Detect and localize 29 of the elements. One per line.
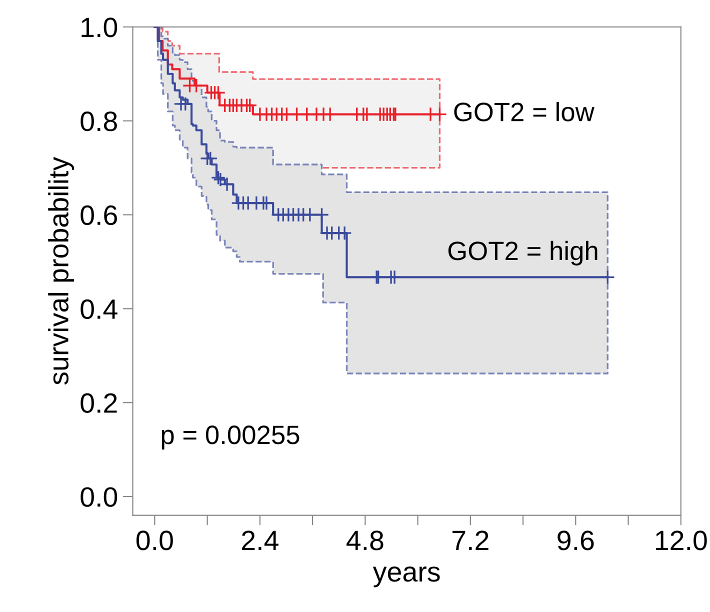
point (242, 98, 258, 113)
point (432, 106, 448, 122)
series-label: GOT2 = high (448, 240, 598, 266)
x-tick-label: 7.2 (452, 530, 488, 550)
point (202, 150, 218, 166)
point (210, 85, 226, 100)
point (302, 207, 318, 222)
y-tick-label: 0.4 (80, 299, 118, 320)
y-axis-title: survival probability (48, 156, 74, 385)
y-tick-label: 0.0 (80, 487, 118, 507)
x-tick-label: 9.6 (558, 530, 594, 550)
x-tick-label: 12.0 (656, 530, 707, 550)
point (387, 270, 402, 285)
series-label: GOT2 = low (454, 102, 594, 122)
point (322, 106, 338, 122)
y-tick-label: 0.6 (80, 205, 117, 226)
y-tick-label: 1.0 (82, 18, 118, 38)
y-tick-label: 0.2 (80, 393, 117, 413)
point (188, 78, 204, 94)
point (600, 270, 616, 285)
y-tick-label: 0.8 (80, 112, 117, 132)
x-tick-label: 4.8 (346, 530, 384, 550)
x-axis-title: years (372, 566, 440, 588)
x-tick-label: 2.4 (242, 530, 278, 550)
point (360, 106, 374, 122)
x-tick-label: 0.0 (136, 530, 173, 550)
point (314, 207, 330, 222)
annotation: p = 0.00255 (162, 426, 300, 450)
point (220, 176, 234, 192)
